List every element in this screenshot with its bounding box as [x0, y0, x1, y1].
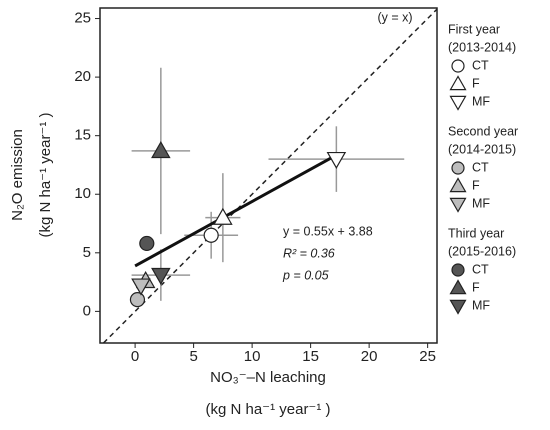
- legend-marker: [451, 161, 465, 175]
- y-tick-label: 20: [74, 68, 91, 85]
- fit-line: [134, 153, 338, 268]
- x-axis-label: NO₃⁻–N leaching: [210, 369, 326, 386]
- identity-label: (y = x): [377, 10, 412, 24]
- legend-label: CT: [472, 262, 489, 276]
- x-tick-label: 10: [244, 348, 261, 365]
- legend-group-period: (2015-2016): [448, 244, 516, 258]
- point: [203, 227, 219, 243]
- y-tick-label: 25: [74, 10, 91, 27]
- y-tick-label: 5: [83, 244, 91, 261]
- legend-marker: [451, 59, 465, 73]
- legend-label: MF: [472, 298, 490, 312]
- point: [213, 207, 233, 225]
- y-axis-label: N₂O emission: [9, 129, 26, 221]
- legend-marker: [449, 75, 467, 91]
- legend-marker: [449, 177, 467, 193]
- legend-label: F: [472, 178, 480, 192]
- point: [151, 267, 171, 286]
- y-axis-units: (kg N ha⁻¹ year⁻¹ ): [37, 112, 54, 237]
- x-tick-label: 5: [189, 348, 197, 365]
- legend-group-period: (2013-2014): [448, 40, 516, 54]
- legend-marker: [449, 95, 467, 111]
- x-axis-units: (kg N ha⁻¹ year⁻¹ ): [205, 401, 330, 418]
- legend-marker: [449, 197, 467, 213]
- y-tick-label: 0: [83, 302, 91, 319]
- point: [129, 292, 146, 308]
- x-tick-label: 15: [302, 348, 319, 365]
- point: [326, 151, 347, 170]
- legend-group-period: (2014-2015): [448, 142, 516, 156]
- legend-group-title: Second year: [448, 124, 518, 138]
- point: [131, 278, 151, 296]
- y-tick-label: 10: [74, 185, 91, 202]
- identity-line: [102, 8, 438, 344]
- legend-label: CT: [472, 160, 489, 174]
- legend-marker: [451, 263, 465, 277]
- point: [151, 140, 171, 159]
- x-tick-label: 0: [131, 348, 139, 365]
- fit-p: p = 0.05: [282, 268, 329, 282]
- fit-equation: y = 0.55x + 3.88: [283, 224, 373, 238]
- fit-r2: R² = 0.36: [283, 246, 335, 260]
- legend-label: MF: [472, 94, 490, 108]
- point: [139, 235, 155, 252]
- x-tick-label: 20: [361, 348, 378, 365]
- legend-label: F: [472, 76, 480, 90]
- plot-frame: [99, 7, 438, 344]
- legend-marker: [449, 299, 467, 315]
- legend-label: CT: [472, 58, 489, 72]
- legend-group-title: First year: [448, 22, 500, 36]
- y-tick-label: 15: [74, 127, 91, 144]
- legend-group-title: Third year: [448, 226, 504, 240]
- legend-marker: [449, 279, 467, 295]
- x-tick-label: 25: [419, 348, 436, 365]
- legend-label: MF: [472, 196, 490, 210]
- legend-label: F: [472, 280, 480, 294]
